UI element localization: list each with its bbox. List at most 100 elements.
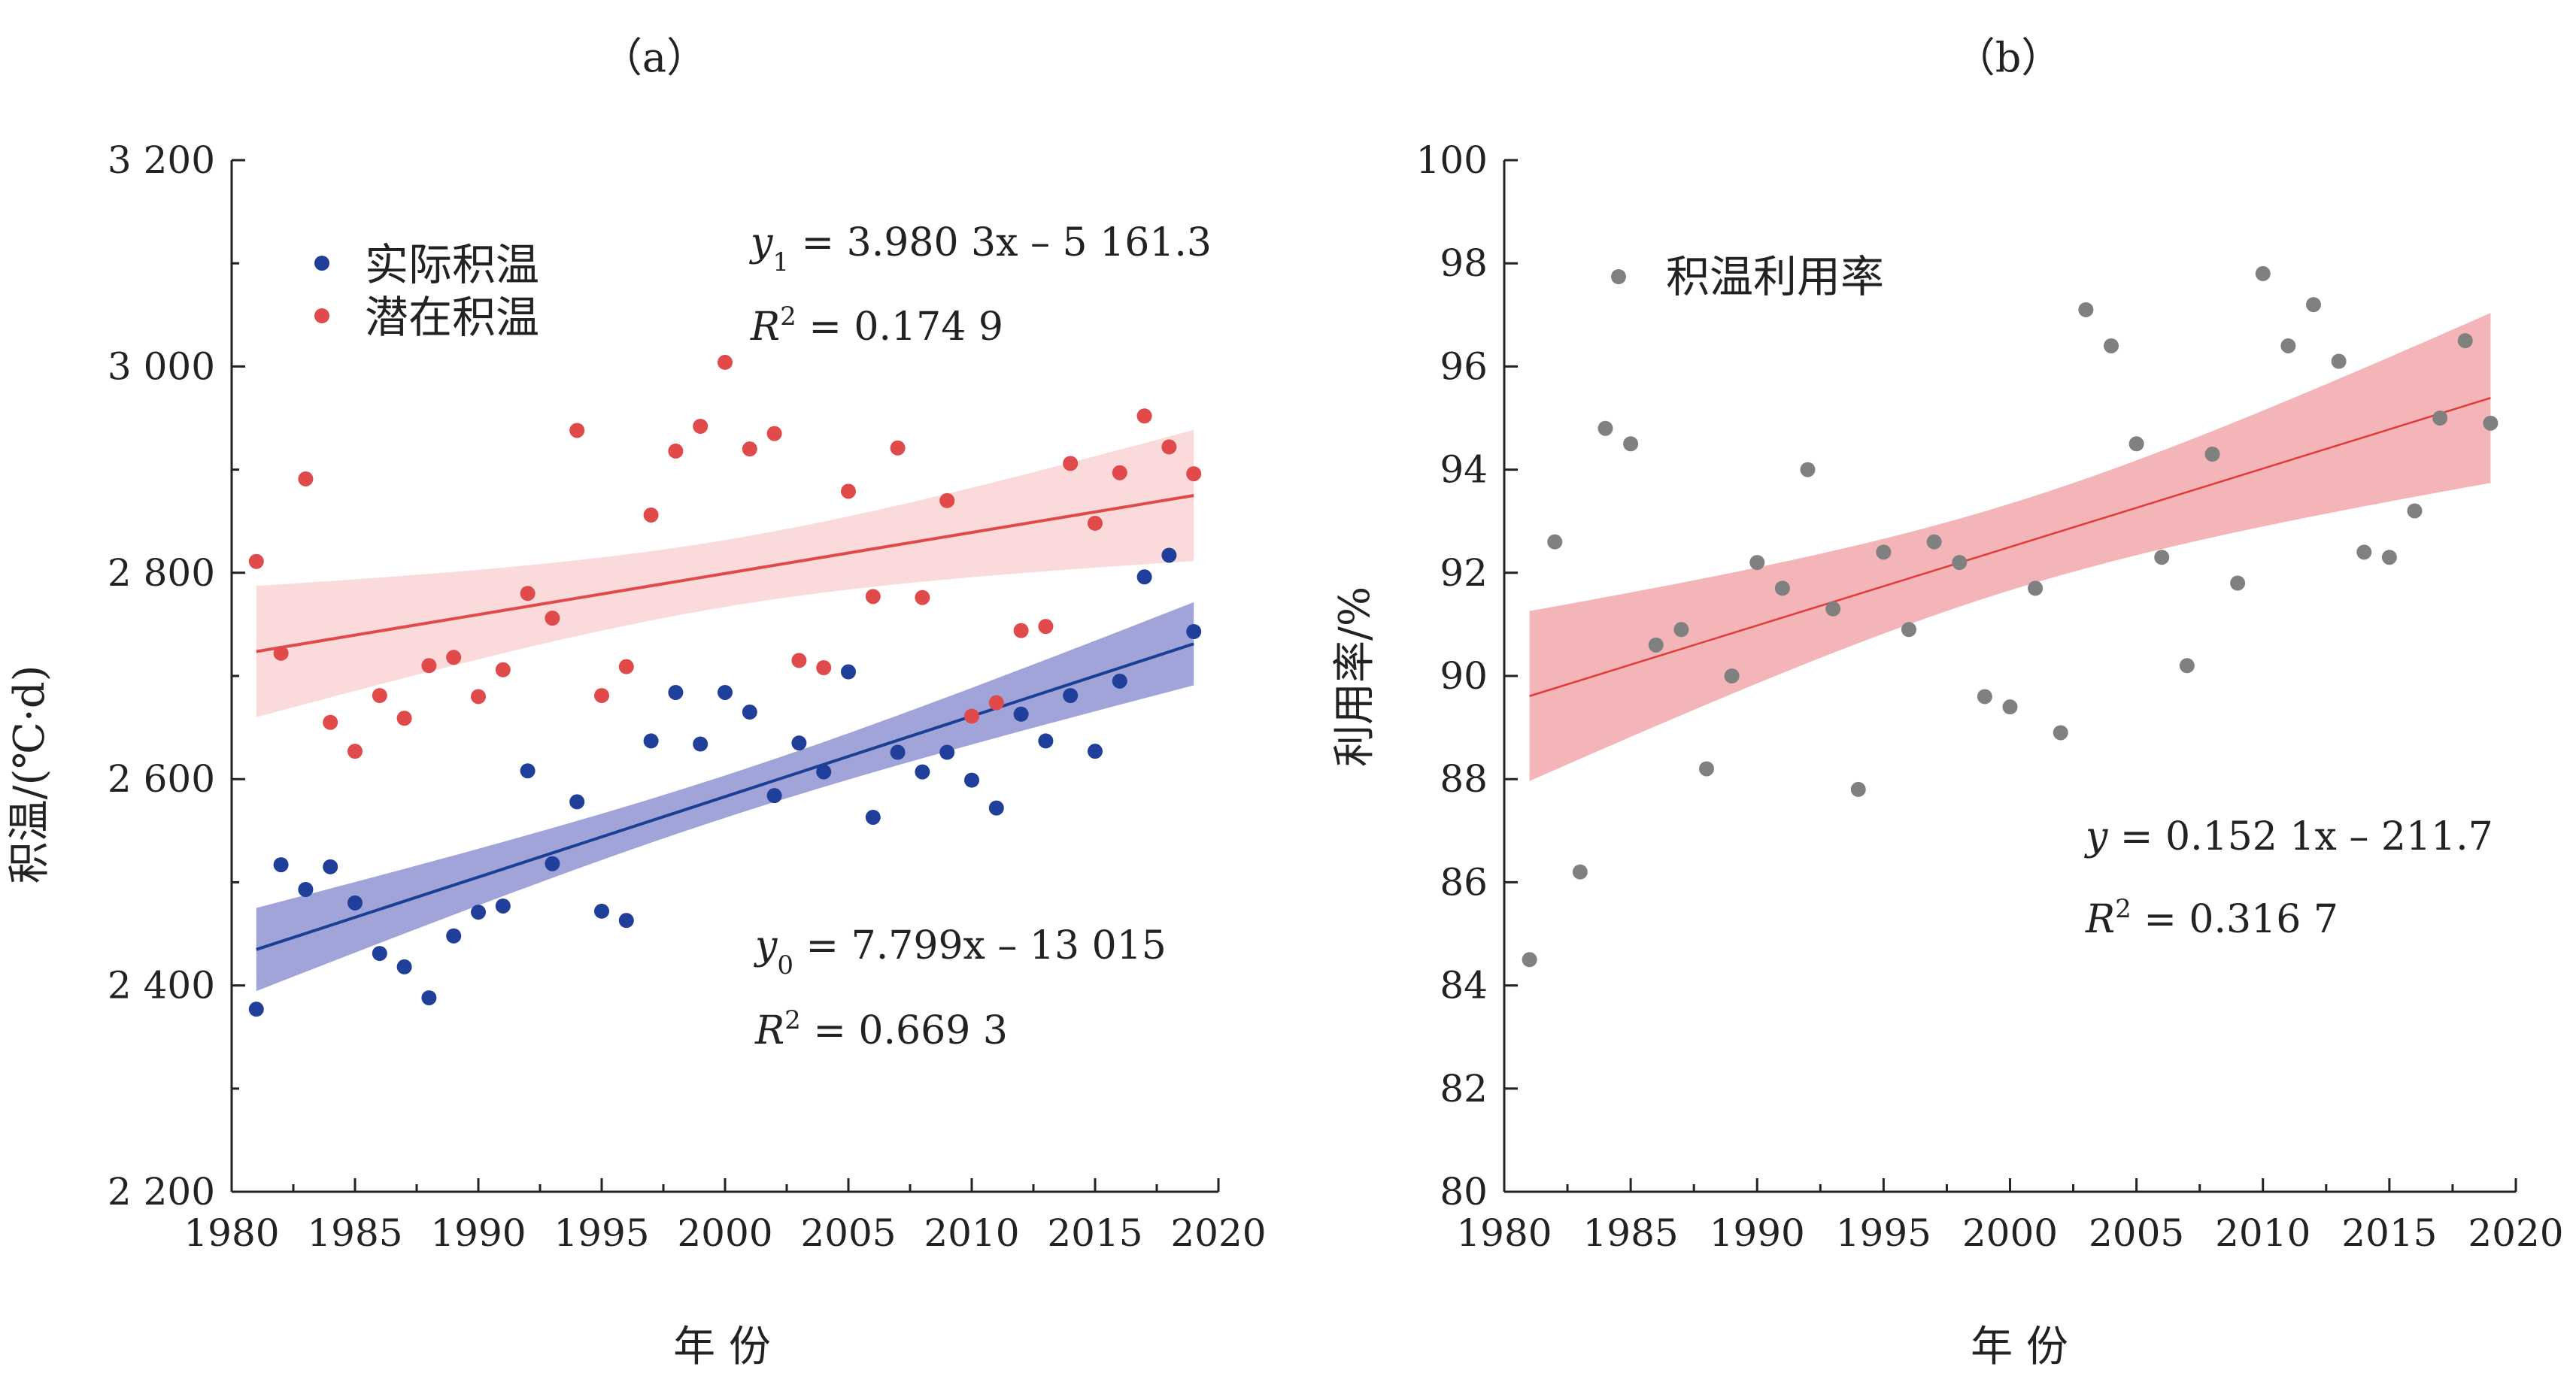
data-point	[791, 653, 807, 668]
fit-line	[256, 642, 1194, 951]
data-point	[396, 711, 412, 726]
panel-b-points	[1522, 265, 2499, 968]
y-tick-label: 3 000	[108, 344, 215, 388]
x-tick-label: 1980	[1456, 1211, 1552, 1255]
data-point	[643, 507, 659, 523]
data-point	[2457, 333, 2473, 349]
equation-actual: y0 = 7.799x – 13 015	[754, 923, 1167, 980]
data-point	[248, 553, 264, 569]
panel-a-y-axis-title: 积温/(℃·d)	[5, 665, 54, 884]
data-point	[939, 744, 955, 760]
legend-label-actual: 实际积温	[365, 239, 539, 290]
data-point	[1800, 462, 1816, 477]
data-point	[988, 695, 1004, 711]
data-point	[1112, 465, 1127, 480]
data-point	[471, 905, 486, 920]
y-tick-label: 90	[1440, 654, 1488, 698]
data-point	[298, 471, 314, 486]
panel-b-y-axis-title: 利用率/%	[1330, 586, 1379, 767]
panel-b-chart: （b） 1980 1985 1990 1995 2000 2005 2010 2015 2020…	[1330, 34, 2564, 1371]
data-point	[2002, 699, 2018, 715]
data-point	[545, 611, 560, 626]
data-point	[618, 659, 634, 674]
x-tick-label: 2005	[800, 1211, 896, 1255]
data-point	[2255, 265, 2271, 281]
data-point	[618, 913, 634, 929]
data-point	[915, 764, 930, 780]
data-point	[1825, 601, 1841, 617]
data-point	[1013, 706, 1029, 722]
panel-a-label: （a）	[602, 34, 707, 81]
y-tick-label: 2 800	[108, 551, 215, 595]
data-point	[2104, 338, 2119, 353]
data-point	[1186, 624, 1202, 640]
data-point	[323, 714, 338, 730]
data-point	[841, 664, 856, 680]
data-point	[1774, 580, 1790, 596]
data-point	[766, 788, 782, 804]
data-point	[347, 895, 363, 911]
x-tick-label: 1995	[1836, 1211, 1931, 1255]
x-tick-label: 2015	[2341, 1211, 2437, 1255]
x-tick-label: 2000	[677, 1211, 772, 1255]
data-point	[2280, 338, 2296, 353]
r2-utilization: R2 = 0.316 7	[2085, 894, 2338, 942]
y-tick-label: 88	[1440, 757, 1488, 801]
data-point	[1673, 622, 1689, 638]
panel-b-fit-line	[1529, 397, 2491, 697]
data-point	[1926, 534, 1942, 550]
data-point	[988, 800, 1004, 816]
x-tick-label: 1980	[184, 1211, 279, 1255]
data-point	[693, 736, 708, 752]
data-point	[1088, 515, 1103, 531]
data-point	[2154, 550, 2170, 565]
data-point	[1112, 673, 1127, 689]
data-point	[2204, 447, 2220, 462]
data-point	[1648, 637, 1664, 653]
panel-b-label: （b）	[1955, 34, 2062, 81]
data-point	[1038, 619, 1054, 635]
x-tick-label: 2020	[2468, 1211, 2563, 1255]
y-tick-label: 2 600	[108, 757, 215, 801]
panel-a-x-axis-title: 年 份	[673, 1323, 771, 1371]
data-point	[1161, 547, 1177, 563]
data-point	[520, 763, 536, 779]
data-point	[964, 772, 979, 788]
data-point	[1901, 622, 1916, 638]
data-point	[2179, 658, 2195, 674]
data-point	[915, 589, 930, 605]
data-point	[1063, 688, 1079, 704]
y-tick-label: 98	[1440, 241, 1488, 285]
data-point	[2356, 544, 2372, 560]
data-point	[742, 705, 757, 720]
y-tick-label: 2 400	[108, 964, 215, 1008]
x-tick-label: 1995	[554, 1211, 649, 1255]
data-point	[1088, 744, 1103, 759]
data-point	[742, 441, 757, 457]
data-point	[1952, 555, 1968, 571]
data-point	[2381, 550, 2397, 565]
panel-a-fit-lines	[256, 494, 1194, 951]
data-point	[1876, 544, 1892, 560]
data-point	[693, 418, 708, 434]
x-tick-label: 1990	[430, 1211, 526, 1255]
data-point	[446, 928, 462, 944]
legend-label-potential: 潜在积温	[365, 292, 539, 343]
data-point	[520, 586, 536, 602]
data-point	[964, 708, 979, 724]
data-point	[2230, 575, 2246, 591]
legend-marker-actual	[314, 256, 329, 271]
data-point	[1850, 781, 1866, 797]
data-point	[2306, 297, 2321, 313]
data-point	[791, 735, 807, 751]
panel-a-points	[248, 354, 1202, 1017]
legend-label-utilization: 积温利用率	[1666, 251, 1884, 302]
x-tick-label: 1990	[1710, 1211, 1805, 1255]
data-point	[668, 443, 684, 459]
data-point	[890, 744, 906, 760]
r2-potential: R2 = 0.174 9	[750, 302, 1003, 350]
data-point	[1522, 952, 1537, 968]
y-tick-label: 86	[1440, 860, 1488, 904]
data-point	[1013, 623, 1029, 638]
